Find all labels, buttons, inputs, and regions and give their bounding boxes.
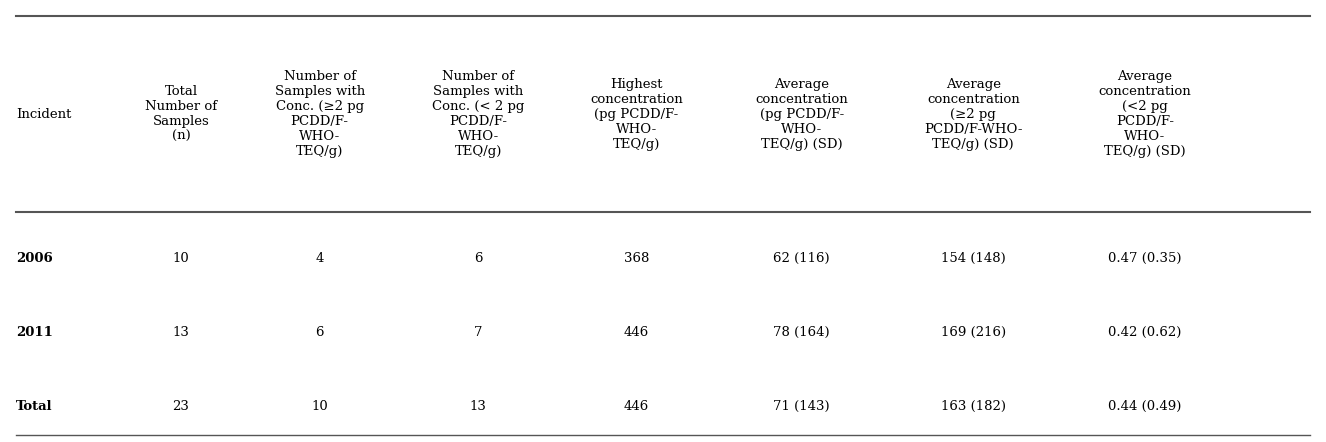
Text: 78 (164): 78 (164) bbox=[773, 326, 830, 339]
Text: 368: 368 bbox=[625, 251, 650, 265]
Text: 163 (182): 163 (182) bbox=[941, 400, 1006, 413]
Text: Average
concentration
(pg PCDD/F-
WHO-
TEQ/g) (SD): Average concentration (pg PCDD/F- WHO- T… bbox=[756, 78, 849, 151]
Text: 169 (216): 169 (216) bbox=[940, 326, 1006, 339]
Text: 4: 4 bbox=[316, 251, 324, 265]
Text: 0.47 (0.35): 0.47 (0.35) bbox=[1109, 251, 1181, 265]
Text: 2006: 2006 bbox=[16, 251, 53, 265]
Text: 154 (148): 154 (148) bbox=[941, 251, 1005, 265]
Text: 6: 6 bbox=[316, 326, 324, 339]
Text: Average
concentration
(≥2 pg
PCDD/F-WHO-
TEQ/g) (SD): Average concentration (≥2 pg PCDD/F-WHO-… bbox=[924, 78, 1022, 151]
Text: 10: 10 bbox=[172, 251, 190, 265]
Text: 10: 10 bbox=[312, 400, 328, 413]
Text: Average
concentration
(<2 pg
PCDD/F-
WHO-
TEQ/g) (SD): Average concentration (<2 pg PCDD/F- WHO… bbox=[1098, 70, 1191, 158]
Text: 7: 7 bbox=[473, 326, 483, 339]
Text: 13: 13 bbox=[172, 326, 190, 339]
Text: Highest
concentration
(pg PCDD/F-
WHO-
TEQ/g): Highest concentration (pg PCDD/F- WHO- T… bbox=[590, 78, 683, 151]
Text: Total
Number of
Samples
(n): Total Number of Samples (n) bbox=[145, 85, 217, 143]
Text: 13: 13 bbox=[469, 400, 487, 413]
Text: 71 (143): 71 (143) bbox=[773, 400, 830, 413]
Text: Total: Total bbox=[16, 400, 53, 413]
Text: 0.44 (0.49): 0.44 (0.49) bbox=[1109, 400, 1181, 413]
Text: 62 (116): 62 (116) bbox=[773, 251, 830, 265]
Text: Number of
Samples with
Conc. (≥2 pg
PCDD/F-
WHO-
TEQ/g): Number of Samples with Conc. (≥2 pg PCDD… bbox=[274, 70, 365, 158]
Text: Incident: Incident bbox=[16, 107, 72, 121]
Text: 23: 23 bbox=[172, 400, 190, 413]
Text: 446: 446 bbox=[625, 326, 650, 339]
Text: 446: 446 bbox=[625, 400, 650, 413]
Text: 2011: 2011 bbox=[16, 326, 53, 339]
Text: Number of
Samples with
Conc. (< 2 pg
PCDD/F-
WHO-
TEQ/g): Number of Samples with Conc. (< 2 pg PCD… bbox=[432, 70, 524, 158]
Text: 6: 6 bbox=[473, 251, 483, 265]
Text: 0.42 (0.62): 0.42 (0.62) bbox=[1109, 326, 1181, 339]
